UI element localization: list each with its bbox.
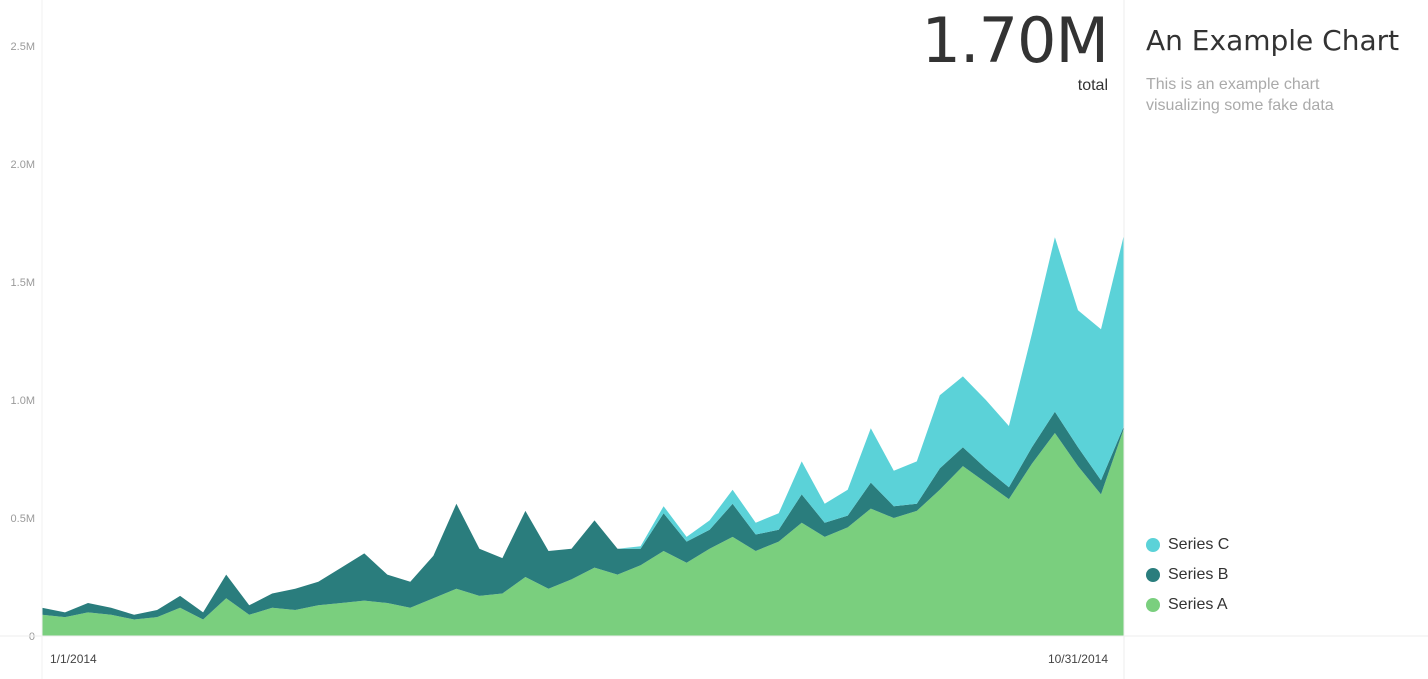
series-a-swatch (1146, 598, 1160, 612)
y-tick-label: 2.5M (11, 41, 35, 53)
legend-label-series-a: Series A (1168, 596, 1228, 613)
chart-areas (42, 234, 1124, 636)
y-tick-label: 0.5M (11, 513, 35, 525)
series-b-swatch (1146, 568, 1160, 582)
area-series-a[interactable] (42, 428, 1124, 636)
chart-description: This is an example chart visualizing som… (1146, 76, 1334, 114)
chart-title: An Example Chart (1146, 24, 1400, 57)
x-end-label: 10/31/2014 (1048, 652, 1108, 666)
legend-item-series-a[interactable]: Series A (1146, 590, 1229, 620)
legend-label-series-b: Series B (1168, 566, 1229, 583)
y-tick-label: 2.0M (11, 159, 35, 171)
total-label: total (1077, 77, 1108, 94)
series-c-swatch (1146, 538, 1160, 552)
legend-item-series-b[interactable]: Series B (1146, 560, 1229, 590)
legend-item-series-c[interactable]: Series C (1146, 530, 1229, 560)
y-tick-label: 1.5M (11, 277, 35, 289)
total-value: 1.70M (921, 4, 1109, 77)
legend: Series C Series B Series A (1146, 530, 1229, 620)
y-tick-label: 0 (29, 631, 35, 643)
y-axis: 0 0.5M 1.0M 1.5M 2.0M 2.5M (11, 41, 35, 643)
y-tick-label: 1.0M (11, 395, 35, 407)
legend-label-series-c: Series C (1168, 536, 1230, 553)
x-start-label: 1/1/2014 (50, 652, 97, 666)
